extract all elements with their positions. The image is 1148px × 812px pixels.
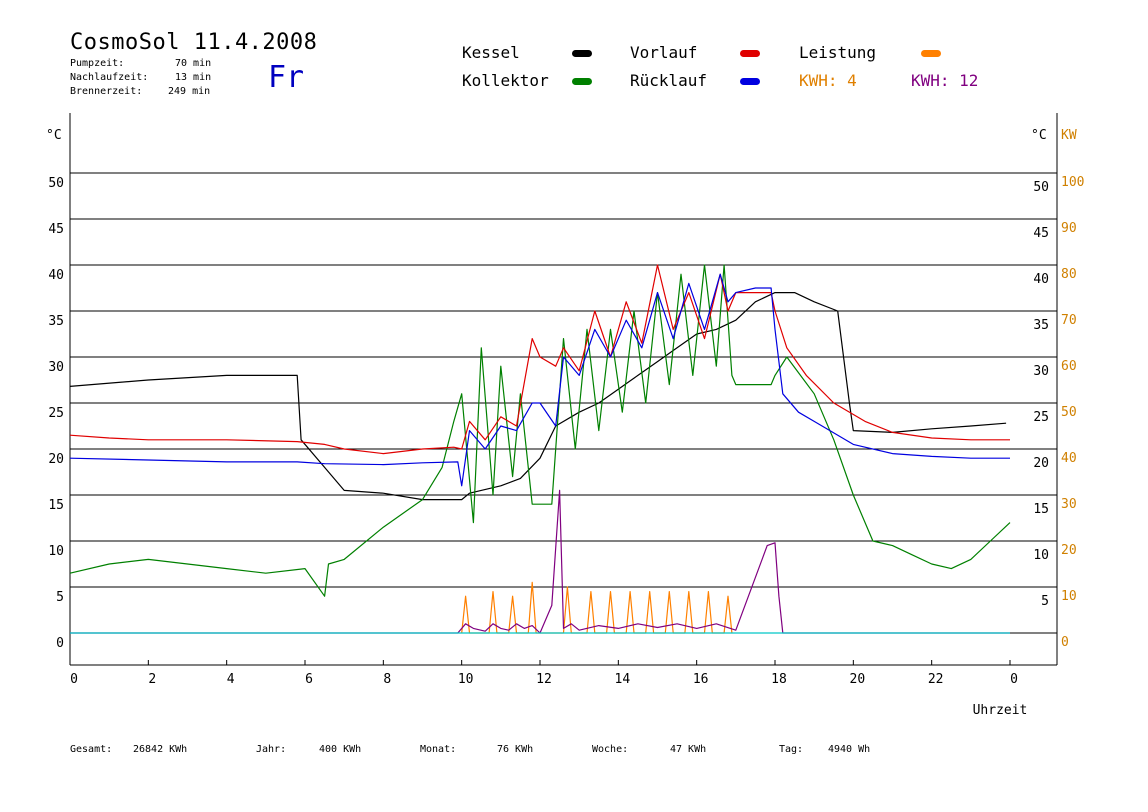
x-tick-label: 14 — [615, 672, 631, 687]
y-tick-label-right: 10 — [1033, 548, 1049, 563]
y-tick-label-right: 15 — [1033, 502, 1049, 517]
y2-tick-label: 20 — [1061, 543, 1077, 558]
brenner-label: Brennerzeit: — [70, 86, 143, 97]
pump-label: Pumpzeit: — [70, 58, 125, 69]
tag-label: Tag: — [779, 744, 804, 755]
page-title: CosmoSol 11.4.2008 — [70, 30, 318, 55]
legend-leistung-label: Leistung — [799, 43, 877, 62]
y-tick-label: 50 — [48, 176, 64, 191]
y-tick-label: 10 — [48, 544, 64, 559]
legend-leistung-swatch — [921, 50, 941, 57]
y-tick-label: 25 — [48, 406, 64, 421]
legend-kollektor-label: Kollektor — [462, 71, 549, 90]
y2-tick-label: 30 — [1061, 497, 1077, 512]
x-tick-label: 18 — [771, 672, 787, 687]
y-tick-label: 40 — [48, 268, 64, 283]
monat-value: 76 KWh — [497, 744, 534, 755]
y2-tick-label: 100 — [1061, 175, 1084, 190]
weekday-label: Fr — [268, 60, 305, 95]
legend-kollektor-swatch — [572, 78, 592, 85]
gesamt-label: Gesamt: — [70, 744, 113, 755]
legend-vorlauf-label: Vorlauf — [630, 43, 698, 62]
woche-label: Woche: — [592, 744, 629, 755]
y-tick-label-right: 45 — [1033, 226, 1049, 241]
legend-kessel-label: Kessel — [462, 43, 520, 62]
x-tick-label: 2 — [148, 672, 156, 687]
x-tick-label: 4 — [227, 672, 235, 687]
x-tick-label: 0 — [70, 672, 78, 687]
legend-vorlauf-swatch — [740, 50, 760, 57]
y-tick-label-right: 5 — [1041, 594, 1049, 609]
y-tick-label: 45 — [48, 222, 64, 237]
x-tick-label: 0 — [1010, 672, 1018, 687]
y2-tick-label: 10 — [1061, 589, 1077, 604]
y-axis-label-left: °C — [46, 128, 62, 143]
series-kollektor — [69, 264, 1011, 597]
x-tick-label: 12 — [536, 672, 552, 687]
y2-tick-label: 80 — [1061, 267, 1077, 282]
tag-value: 4940 Wh — [828, 744, 871, 755]
series-kessel — [69, 292, 1007, 501]
y-tick-label-right: 30 — [1033, 364, 1049, 379]
legend-ruecklauf-label: Rücklauf — [630, 71, 708, 90]
y-tick-label-right: 35 — [1033, 318, 1049, 333]
monat-label: Monat: — [420, 744, 457, 755]
jahr-label: Jahr: — [256, 744, 287, 755]
y-tick-label-right: 50 — [1033, 180, 1049, 195]
y-tick-label: 0 — [56, 636, 64, 651]
series-r-cklauf — [69, 273, 1010, 487]
y-tick-label: 20 — [48, 452, 64, 467]
x-tick-label: 8 — [383, 672, 391, 687]
y2-tick-label: 90 — [1061, 221, 1077, 236]
woche-value: 47 KWh — [670, 744, 707, 755]
x-tick-label: 6 — [305, 672, 313, 687]
series-leistung — [461, 581, 733, 634]
series-kwh — [70, 489, 1010, 634]
x-axis-label: Uhrzeit — [973, 703, 1028, 718]
pump-value: 70 min — [175, 58, 212, 69]
jahr-value: 400 KWh — [319, 744, 362, 755]
y-tick-label: 30 — [48, 360, 64, 375]
x-tick-label: 22 — [928, 672, 944, 687]
y2-tick-label: 0 — [1061, 635, 1069, 650]
y-axis-label-right: °C — [1031, 128, 1047, 143]
y-tick-label-right: 40 — [1033, 272, 1049, 287]
nachlauf-value: 13 min — [175, 72, 212, 83]
y2-tick-label: 60 — [1061, 359, 1077, 374]
series-vorlauf — [69, 264, 1010, 455]
y-tick-label: 15 — [48, 498, 64, 513]
x-tick-label: 10 — [458, 672, 474, 687]
y2-axis-label: KW — [1061, 128, 1077, 143]
legend-ruecklauf-swatch — [740, 78, 760, 85]
y-tick-label-right: 20 — [1033, 456, 1049, 471]
gesamt-value: 26842 KWh — [133, 744, 188, 755]
y-tick-label: 35 — [48, 314, 64, 329]
legend-kwh1: KWH: 4 — [799, 71, 857, 90]
y-tick-label: 5 — [56, 590, 64, 605]
y2-tick-label: 70 — [1061, 313, 1077, 328]
y2-tick-label: 50 — [1061, 405, 1077, 420]
legend-kessel-swatch — [572, 50, 592, 57]
y-tick-label-right: 25 — [1033, 410, 1049, 425]
x-tick-label: 20 — [850, 672, 866, 687]
brenner-value: 249 min — [168, 86, 211, 97]
x-tick-label: 16 — [693, 672, 709, 687]
legend-kwh2: KWH: 12 — [911, 71, 979, 90]
y2-tick-label: 40 — [1061, 451, 1077, 466]
nachlauf-label: Nachlaufzeit: — [70, 72, 149, 83]
